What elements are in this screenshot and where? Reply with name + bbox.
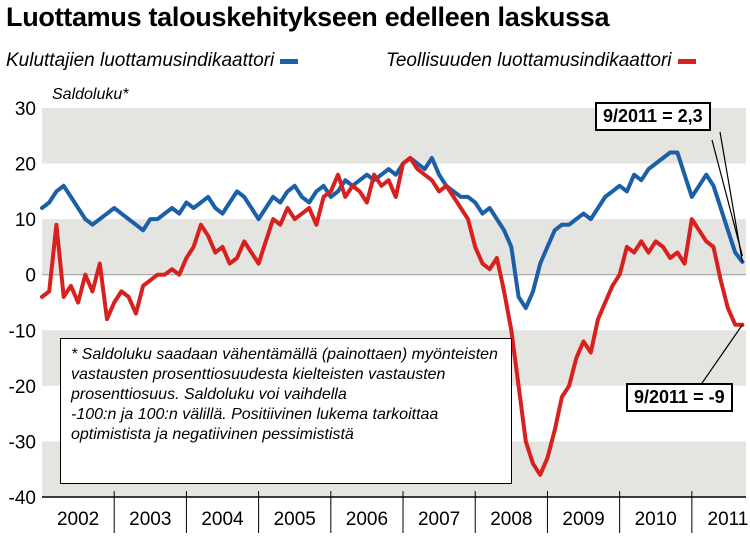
legend-industry-label: Teollisuuden luottamusindikaattori xyxy=(386,50,672,71)
y-tick-label: -10 xyxy=(9,321,36,342)
x-tick-label: 2011 xyxy=(708,509,749,530)
legend-industry: Teollisuuden luottamusindikaattori xyxy=(386,50,696,72)
y-tick-label: -30 xyxy=(9,432,36,453)
y-tick-label: -40 xyxy=(9,488,36,509)
y-tick-label: 20 xyxy=(15,155,36,176)
legend-consumer-swatch xyxy=(280,58,299,64)
y-axis-label: Saldoluku* xyxy=(52,86,129,103)
y-tick-label: 10 xyxy=(15,210,36,231)
footnote-box: * Saldoluku saadaan vähentämällä (painot… xyxy=(60,338,512,484)
callout-industry: 9/2011 = -9 xyxy=(626,383,733,412)
x-tick-label: 2008 xyxy=(490,509,532,530)
x-tick-label: 2002 xyxy=(57,509,99,530)
x-tick-label: 2003 xyxy=(129,509,171,530)
x-tick-label: 2010 xyxy=(635,509,677,530)
callout-industry-pointer xyxy=(699,324,743,387)
legend-industry-swatch xyxy=(677,58,696,64)
x-tick-label: 2007 xyxy=(418,509,460,530)
callout-consumer: 9/2011 = 2,3 xyxy=(595,102,711,131)
chart-title: Luottamus talouskehitykseen edelleen las… xyxy=(6,2,610,32)
legend-consumer-label: Kuluttajien luottamusindikaattori xyxy=(6,50,275,71)
x-tick-label: 2004 xyxy=(201,509,244,530)
x-tick-label: 2006 xyxy=(346,509,388,530)
callout-consumer-pointer-2 xyxy=(711,139,743,257)
series-line-consumer xyxy=(40,150,745,311)
x-tick-label: 2009 xyxy=(562,509,604,530)
x-tick-label: 2005 xyxy=(274,509,316,530)
y-tick-label: -20 xyxy=(9,377,36,398)
grid-band xyxy=(42,219,746,275)
series-line-industry xyxy=(40,156,745,477)
y-tick-label: 0 xyxy=(25,266,36,287)
y-tick-label: 30 xyxy=(15,99,36,120)
legend-consumer: Kuluttajien luottamusindikaattori xyxy=(6,50,299,72)
